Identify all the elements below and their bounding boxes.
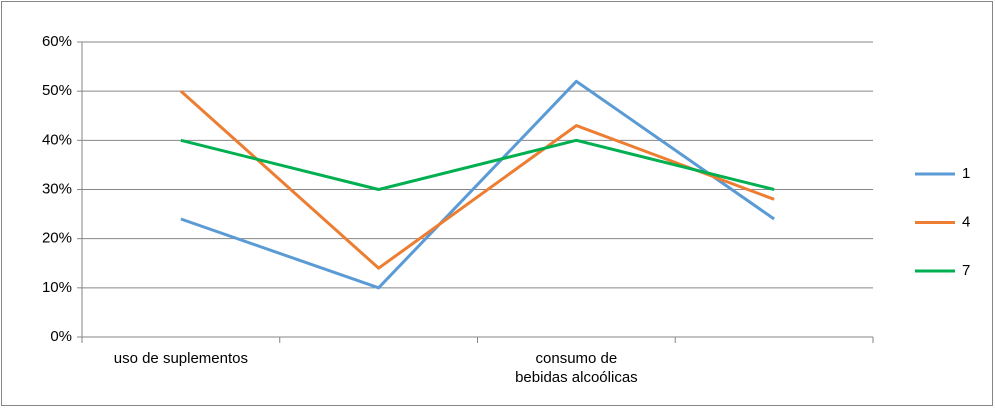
y-tick-label: 10% [42, 279, 72, 296]
x-tick-label: uso de suplementos [113, 350, 248, 367]
y-tick-label: 40% [42, 131, 72, 148]
series-line [180, 138, 775, 191]
legend-label: 4 [962, 213, 970, 230]
y-tick-label: 30% [42, 180, 72, 197]
series-line [179, 90, 775, 270]
y-tick-label: 60% [42, 33, 72, 50]
legend-label: 7 [962, 262, 970, 279]
legend-label: 1 [962, 165, 970, 182]
x-tick-label: consumo de bebidas alcoólicas [515, 350, 638, 386]
y-tick-label: 0% [50, 328, 72, 345]
y-tick-label: 50% [42, 82, 72, 99]
y-tick-label: 20% [42, 230, 72, 247]
series-line [180, 79, 775, 290]
